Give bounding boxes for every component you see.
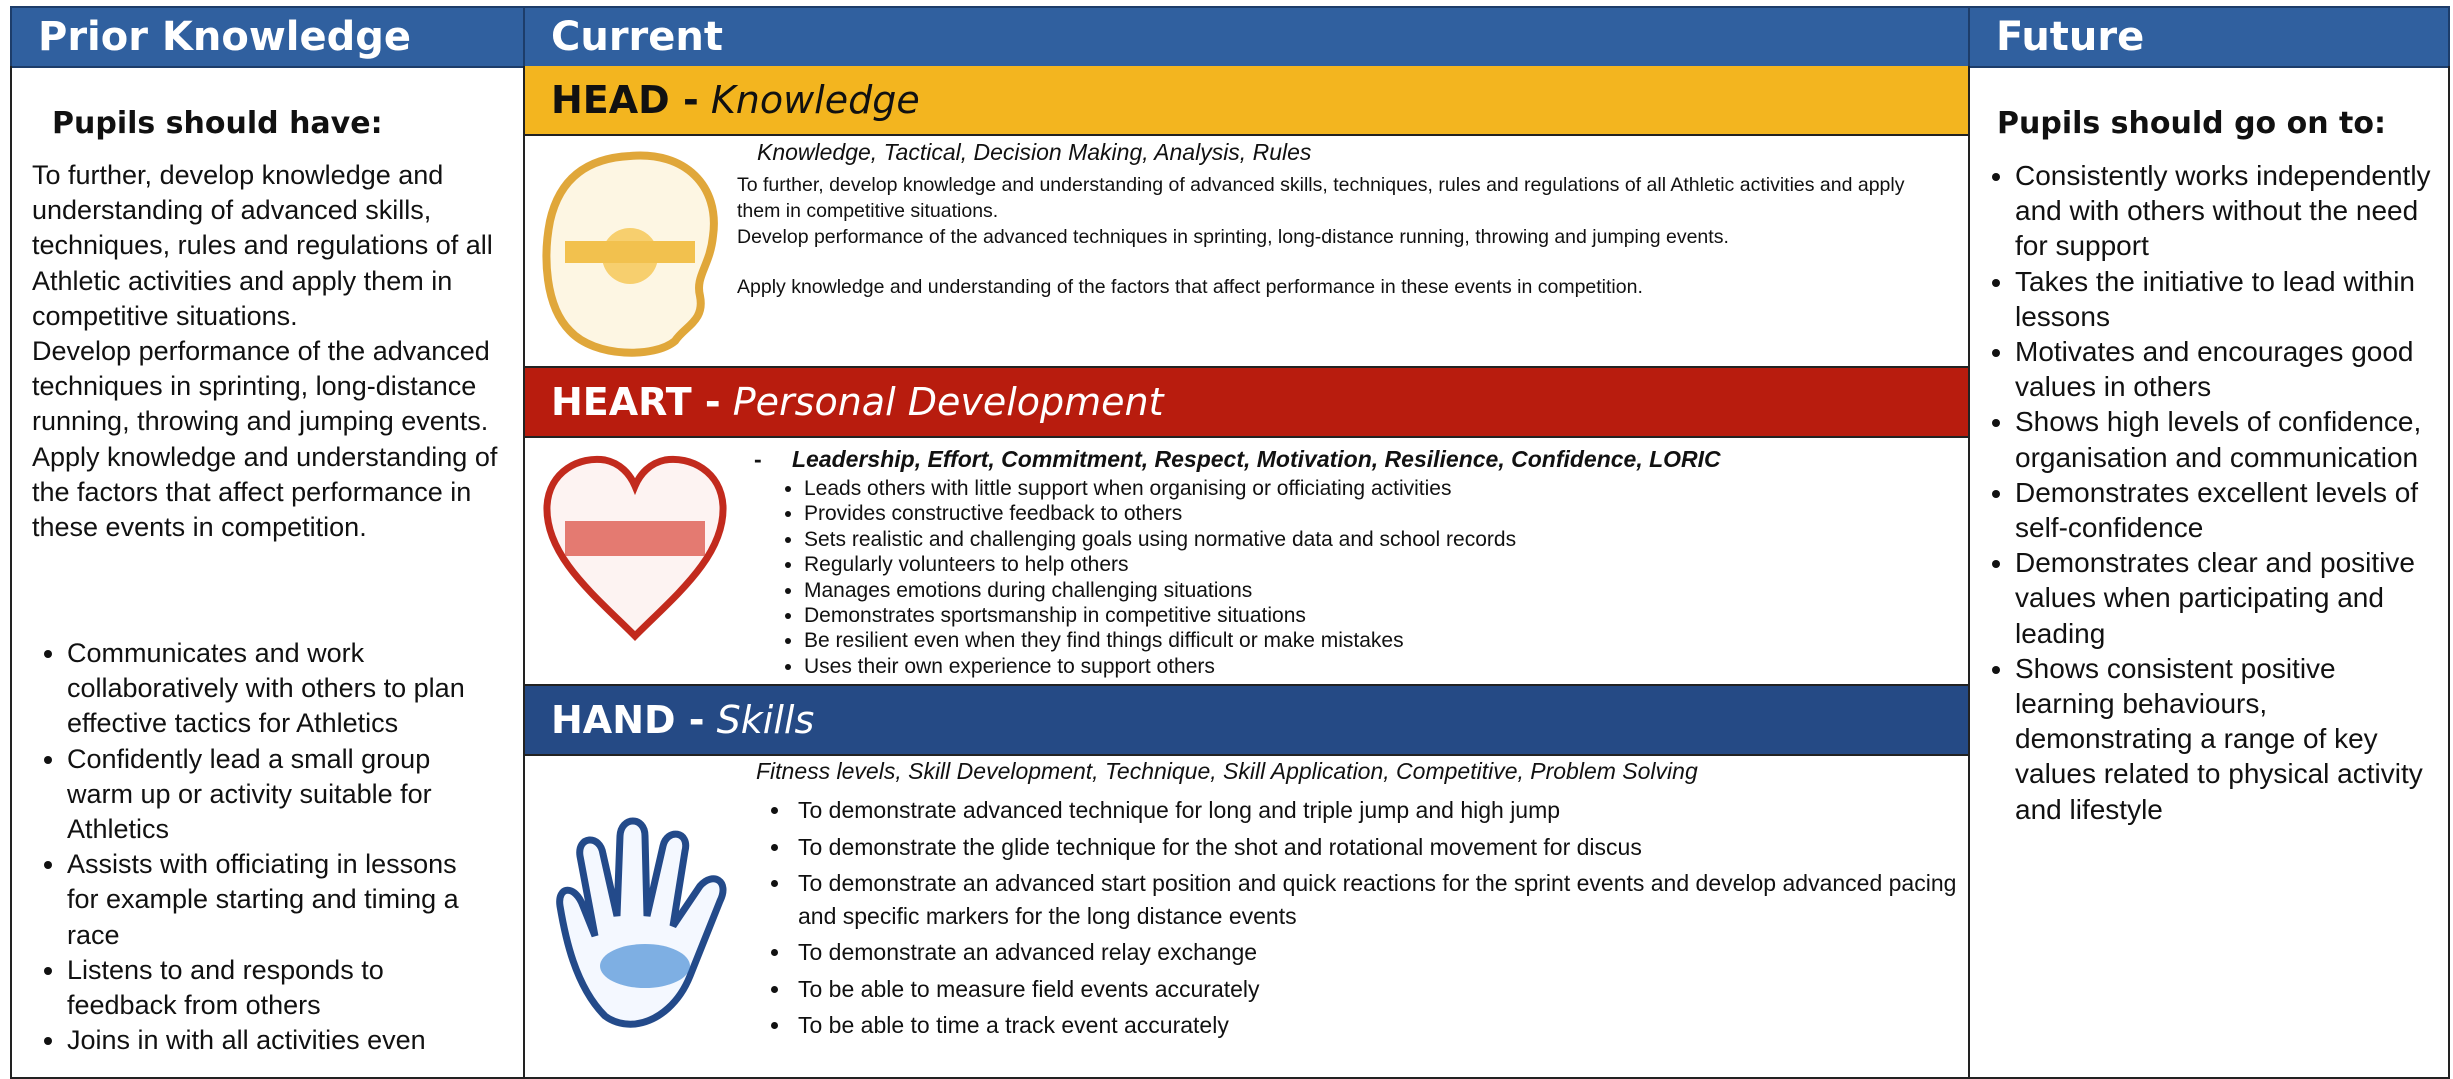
paragraph: Develop performance of the advanced tech…: [737, 226, 1729, 248]
bullet-list: Communicates and work collaboratively wi…: [67, 636, 487, 1058]
bullet: Demonstrates sportsmanship in competitiv…: [804, 603, 1951, 628]
bullet: To demonstrate an advanced start positio…: [792, 867, 1957, 932]
decor: [600, 944, 690, 988]
bullet: To be able to measure field events accur…: [792, 973, 1957, 1006]
bullet: Shows consistent positive learning behav…: [2015, 651, 2440, 827]
decor: [565, 521, 705, 556]
bullet: To demonstrate advanced technique for lo…: [792, 794, 1957, 827]
bullet: Listens to and responds to feedback from…: [67, 953, 487, 1023]
title: Knowledge: [710, 78, 920, 122]
label: HEART -: [551, 380, 721, 424]
bullet: Confidently lead a small group warm up o…: [67, 742, 487, 848]
bullet: Communicates and work collaboratively wi…: [67, 636, 487, 742]
label: HAND -: [551, 698, 705, 742]
bullet: Regularly volunteers to help others: [804, 552, 1951, 577]
bullet: Consistently works independently and wit…: [2015, 158, 2440, 264]
bullet: Be resilient even when they find things …: [804, 628, 1951, 653]
head-bar: HEAD - Knowledge: [525, 66, 1968, 136]
title: Skills: [716, 698, 815, 742]
dash: -: [754, 446, 762, 472]
bullet: Sets realistic and challenging goals usi…: [804, 527, 1951, 552]
bullet: Uses their own experience to support oth…: [804, 654, 1951, 679]
paragraphs: To further, develop knowledge and unders…: [737, 172, 1937, 300]
bullet: Joins in with all activities even: [67, 1023, 487, 1058]
column-header: Current: [523, 6, 1970, 68]
keywords-text: Leadership, Effort, Commitment, Respect,…: [792, 446, 1721, 472]
current-column: HEAD - Knowledge Knowledge, Tactical, De…: [523, 66, 1970, 1079]
bullet-list: Consistently works independently and wit…: [2015, 158, 2440, 827]
bullet: To demonstrate an advanced relay exchang…: [792, 936, 1957, 969]
subtitle: Pupils should go on to:: [1997, 106, 2386, 141]
decor: [565, 241, 695, 263]
paragraph: To further, develop knowledge and unders…: [737, 174, 1905, 222]
bullet-list: Leads others with little support when or…: [771, 476, 1951, 679]
bullet-list: To demonstrate advanced technique for lo…: [792, 794, 1957, 1046]
bullet: Takes the initiative to lead within less…: [2015, 264, 2440, 334]
keywords: Knowledge, Tactical, Decision Making, An…: [757, 139, 1312, 165]
bullet: Provides constructive feedback to others: [804, 501, 1951, 526]
paragraph: Apply knowledge and understanding of the…: [32, 441, 498, 543]
heart-icon: [543, 455, 727, 641]
keywords: Fitness levels, Skill Development, Techn…: [756, 758, 1698, 784]
column-header: Future: [1968, 6, 2450, 68]
bullet: Assists with officiating in lessons for …: [67, 847, 487, 953]
label: HEAD -: [551, 78, 699, 122]
knowledge-icon: [542, 151, 718, 357]
skills-icon: [556, 817, 727, 1028]
title: Personal Development: [732, 380, 1164, 424]
keywords: - Leadership, Effort, Commitment, Respect…: [754, 446, 1721, 473]
bullet: Shows high levels of confidence, organis…: [2015, 404, 2440, 474]
bullet: Demonstrates clear and positive values w…: [2015, 545, 2440, 651]
bullet: Manages emotions during challenging situ…: [804, 578, 1951, 603]
bullet: To be able to time a track event accurat…: [792, 1009, 1957, 1042]
paragraph: Apply knowledge and understanding of the…: [737, 276, 1643, 298]
hand-shape: [556, 817, 727, 1028]
paragraph: Develop performance of the advanced tech…: [32, 336, 490, 437]
bullet: Leads others with little support when or…: [804, 476, 1951, 501]
paragraph: To further, develop knowledge and unders…: [32, 160, 493, 331]
subtitle: Pupils should have:: [52, 106, 383, 141]
bullet: Demonstrates excellent levels of self-co…: [2015, 475, 2440, 545]
paragraphs: To further, develop knowledge and unders…: [32, 158, 502, 545]
column-header: Prior Knowledge: [10, 6, 525, 68]
bullet: Motivates and encourages good values in …: [2015, 334, 2440, 404]
prior-column: Pupils should have: To further, develop …: [10, 66, 525, 1079]
future-column: Pupils should go on to: Consistently wor…: [1968, 66, 2450, 1079]
bullet: To demonstrate the glide technique for t…: [792, 831, 1957, 864]
heart-bar: HEART - Personal Development: [525, 366, 1968, 438]
hand-bar: HAND - Skills: [525, 684, 1968, 756]
